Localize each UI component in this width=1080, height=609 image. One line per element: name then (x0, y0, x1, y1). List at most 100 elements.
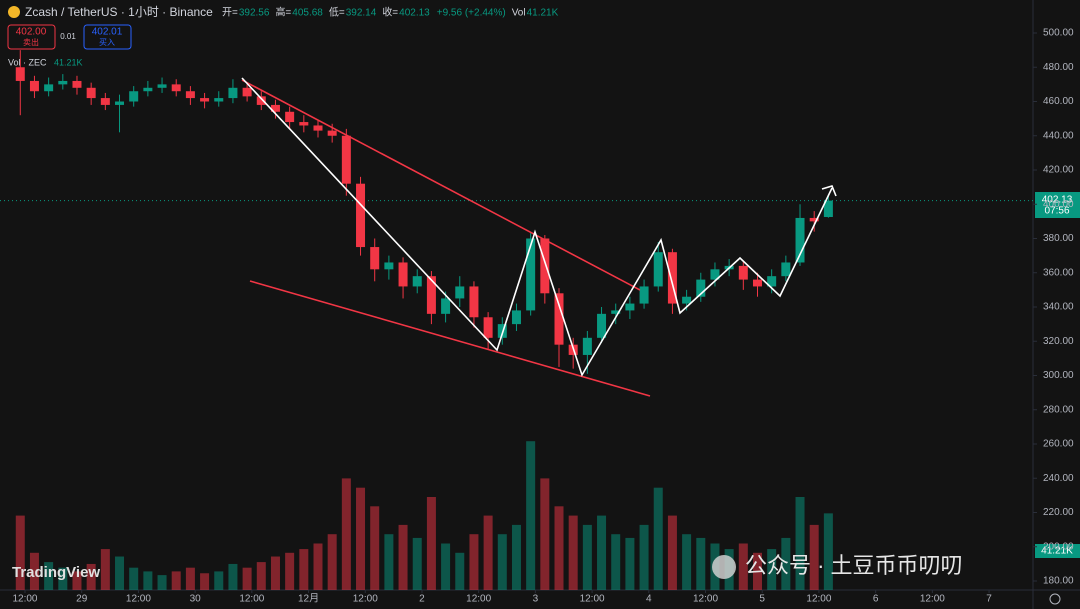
y-tick-label: 200.00 (1043, 541, 1074, 552)
volume-bar (171, 571, 181, 590)
y-tick-label: 180.00 (1043, 576, 1074, 587)
volume-bar (398, 524, 408, 590)
candle-body (58, 80, 68, 85)
candle-body (696, 279, 706, 297)
volume-bar (242, 567, 252, 590)
candle-body (653, 252, 663, 287)
volume-bar (823, 513, 833, 590)
volume-bar (653, 487, 663, 590)
candle-body (809, 217, 819, 222)
account-watermark: 公众号 · 土豆币币叨叨 (745, 553, 963, 578)
y-tick-label: 480.00 (1043, 62, 1074, 73)
settings-icon[interactable] (1049, 593, 1061, 605)
volume-bar (696, 537, 706, 590)
arrow-head (821, 185, 837, 197)
sell-button[interactable] (7, 24, 56, 50)
volume-bar (568, 515, 578, 590)
candle-body (384, 262, 394, 270)
volume-bar (15, 515, 25, 590)
candle-body (398, 262, 408, 287)
candle-body (313, 125, 323, 131)
candle-body (412, 276, 422, 287)
volume-bar (441, 543, 451, 590)
x-tick-label: 4 (646, 594, 652, 605)
y-tick-label: 360.00 (1043, 267, 1074, 278)
candle-body (228, 87, 238, 99)
candle-body (469, 286, 479, 318)
candle-body (185, 91, 195, 99)
volume-bar (58, 567, 68, 590)
volume-bar (100, 549, 110, 590)
volume-bar (809, 524, 819, 590)
volume-value: 41.21K (54, 57, 83, 67)
volume-bar (341, 478, 351, 590)
candle-body (823, 200, 833, 217)
sell-price: 402.00 (16, 27, 47, 38)
x-tick-label: 12月 (298, 593, 319, 605)
plot-area (0, 50, 1033, 590)
x-tick-label: 3 (533, 594, 539, 605)
last-price-box (1035, 192, 1080, 218)
candle-body (100, 98, 110, 105)
candle-body (327, 130, 337, 136)
volume-bar (511, 524, 521, 590)
volume-title: Vol · ZEC (8, 57, 47, 67)
x-tick-label: 12:00 (239, 594, 264, 605)
volume-bar (129, 567, 139, 590)
y-tick-label: 300.00 (1043, 370, 1074, 381)
candle-body (738, 265, 748, 280)
buy-button[interactable] (83, 24, 132, 50)
candle-body (455, 286, 465, 299)
x-tick-label: 12:00 (580, 594, 605, 605)
candle-body (72, 80, 82, 88)
candle-body (795, 217, 805, 263)
x-tick-label: 12:00 (353, 594, 378, 605)
candle-body (157, 84, 167, 88)
volume-bar (526, 441, 536, 590)
volume-bar (115, 556, 125, 590)
candle-body (370, 247, 380, 270)
volume-bar (214, 571, 224, 590)
volume-bar (625, 537, 635, 590)
candle-body (767, 276, 777, 287)
volume-bar (270, 556, 280, 590)
legend-label: 高= (275, 6, 291, 19)
candle-body (781, 262, 791, 277)
candle-body (582, 337, 592, 355)
y-tick-label: 280.00 (1043, 404, 1074, 415)
x-tick-label: 12:00 (693, 594, 718, 605)
x-tick-label: 12:00 (126, 594, 151, 605)
last-volume-box (1035, 544, 1080, 558)
candle-body (511, 310, 521, 325)
legend-value: 392.56 (239, 8, 270, 19)
y-tick-label: 220.00 (1043, 507, 1074, 518)
volume-bar (185, 567, 195, 590)
volume-bar (667, 515, 677, 590)
buy-price: 402.01 (92, 27, 123, 38)
legend-label: Vol (512, 8, 526, 19)
candle-body (667, 252, 677, 304)
ohlc-legend: 开= 392.56 高= 405.68 低= 392.14 收= 402.13 +9.56 (+… (222, 6, 559, 19)
x-tick-label: 2 (419, 594, 425, 605)
pattern-drawing (241, 77, 837, 397)
y-tick-label: 500.00 (1043, 28, 1074, 39)
candle-body (15, 67, 25, 81)
candle-body (129, 91, 139, 102)
candle-body (44, 84, 54, 92)
volume-bar (611, 534, 621, 590)
legend-label: 收= (382, 6, 398, 19)
candle-body (299, 122, 309, 126)
candle-body (752, 279, 762, 287)
volume-bar (597, 515, 607, 590)
volume-bar (86, 563, 96, 590)
volume-bar (157, 575, 167, 590)
candle-body (710, 269, 720, 280)
legend-label: 开= (222, 8, 238, 19)
volume-bar (256, 562, 266, 590)
volume-bar (426, 497, 436, 590)
y-tick-label: 320.00 (1043, 336, 1074, 347)
candle-body (611, 310, 621, 314)
volume-bar (72, 571, 82, 590)
